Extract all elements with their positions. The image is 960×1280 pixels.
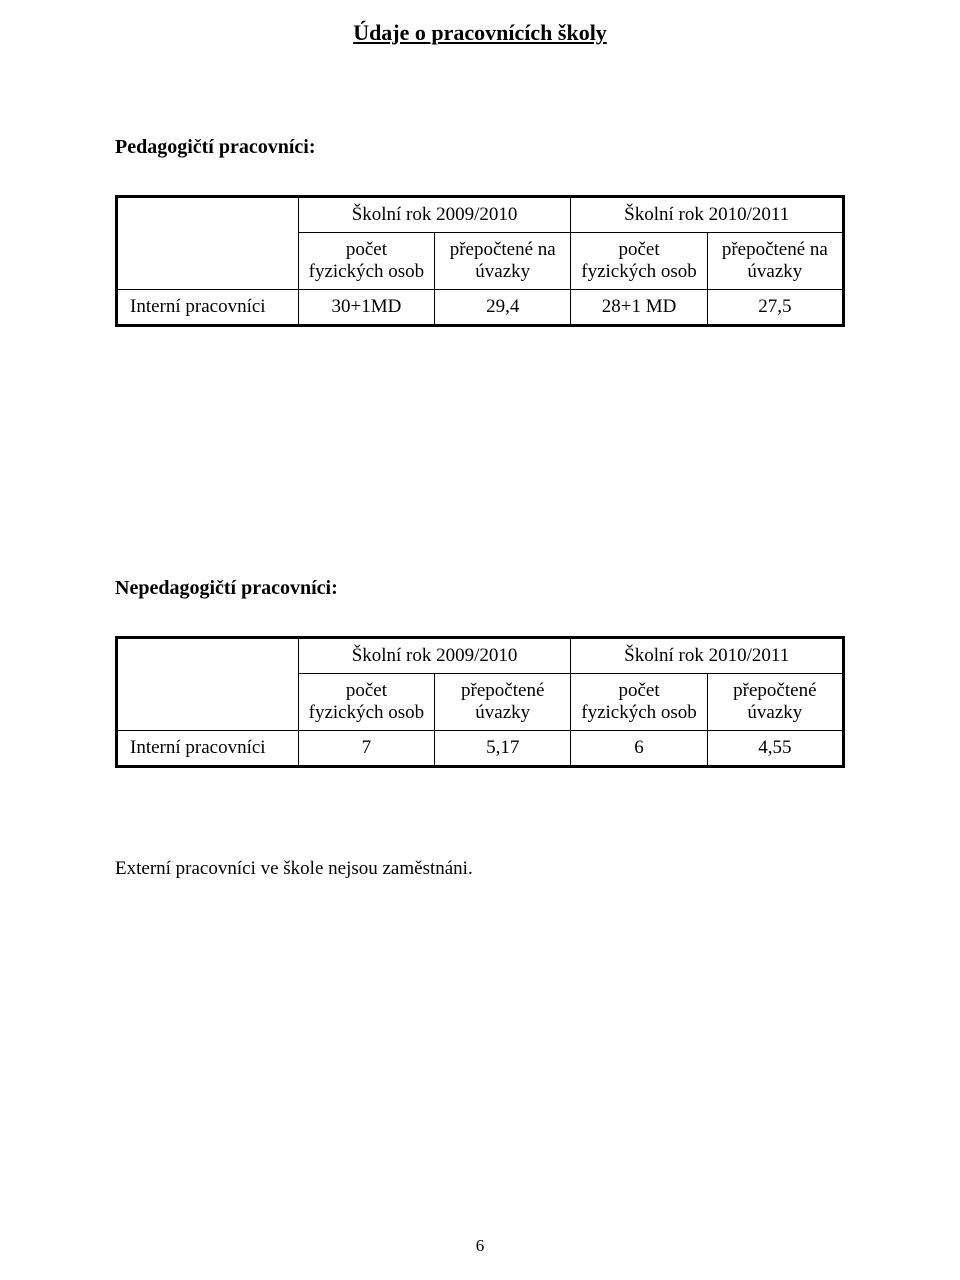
page-title: Údaje o pracovnících školy [115, 20, 845, 46]
empty-header [117, 197, 299, 290]
cell: 4,55 [707, 731, 843, 767]
col-header: počet fyzických osob [298, 674, 434, 731]
page-number: 6 [0, 1236, 960, 1256]
cell: 28+1 MD [571, 290, 707, 326]
col-header: počet fyzických osob [571, 674, 707, 731]
cell: 5,17 [435, 731, 571, 767]
empty-header [117, 638, 299, 731]
col-header: počet fyzických osob [571, 233, 707, 290]
col-header: přepočtené úvazky [435, 674, 571, 731]
col-header: přepočtené na úvazky [707, 233, 843, 290]
table-nonpedagogical: Školní rok 2009/2010 Školní rok 2010/201… [115, 636, 845, 768]
year-b-header: Školní rok 2010/2011 [571, 638, 844, 674]
col-header: přepočtené úvazky [707, 674, 843, 731]
cell: 30+1MD [298, 290, 434, 326]
section1-heading: Pedagogičtí pracovníci: [115, 136, 845, 159]
cell: 6 [571, 731, 707, 767]
cell: 27,5 [707, 290, 843, 326]
table-row: Školní rok 2009/2010 Školní rok 2010/201… [117, 197, 844, 233]
cell: 7 [298, 731, 434, 767]
year-a-header: Školní rok 2009/2010 [298, 197, 571, 233]
table-pedagogical: Školní rok 2009/2010 Školní rok 2010/201… [115, 195, 845, 327]
table-row: Interní pracovníci 30+1MD 29,4 28+1 MD 2… [117, 290, 844, 326]
footer-text: Externí pracovníci ve škole nejsou zaměs… [115, 858, 845, 880]
section2-heading: Nepedagogičtí pracovníci: [115, 577, 845, 600]
col-header: přepočtené na úvazky [435, 233, 571, 290]
year-b-header: Školní rok 2010/2011 [571, 197, 844, 233]
row-label: Interní pracovníci [117, 290, 299, 326]
col-header: počet fyzických osob [298, 233, 434, 290]
row-label: Interní pracovníci [117, 731, 299, 767]
year-a-header: Školní rok 2009/2010 [298, 638, 571, 674]
cell: 29,4 [435, 290, 571, 326]
table-row: Školní rok 2009/2010 Školní rok 2010/201… [117, 638, 844, 674]
table-row: Interní pracovníci 7 5,17 6 4,55 [117, 731, 844, 767]
